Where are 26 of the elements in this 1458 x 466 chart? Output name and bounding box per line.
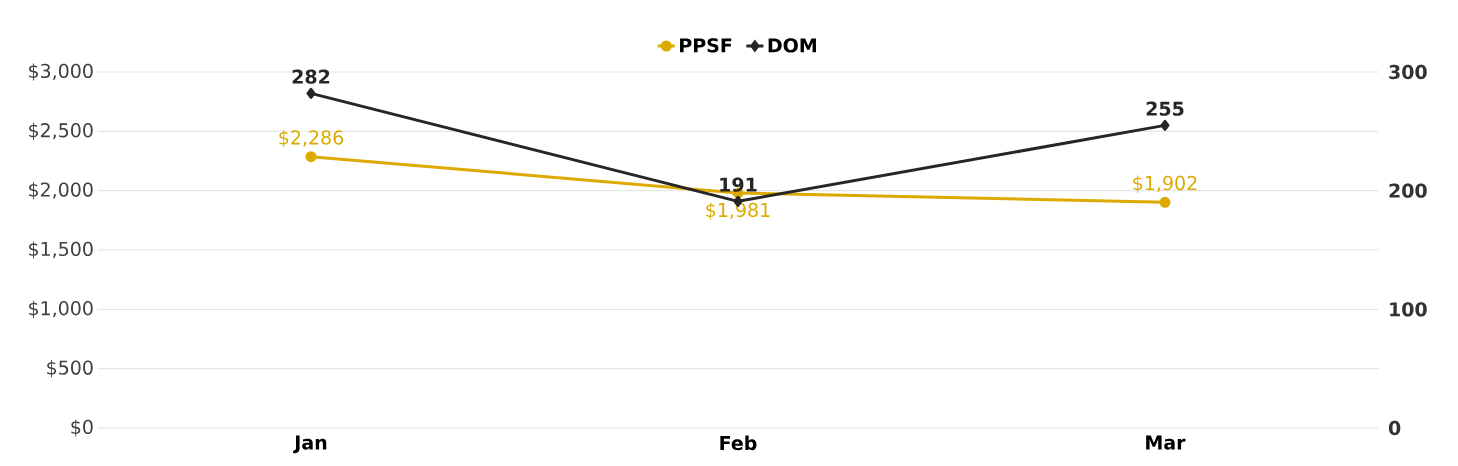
point: [305, 151, 317, 163]
data-label: 191: [720, 177, 757, 192]
y-tick-label: $2,500: [29, 122, 93, 140]
point: [306, 87, 316, 99]
y2-tick-label: 100: [1390, 302, 1427, 317]
data-label: $1,981: [706, 202, 770, 220]
legend-label: PPSF: [680, 38, 732, 53]
data-label: 282: [292, 69, 330, 84]
y-tick-label: $3,000: [29, 63, 93, 81]
x-tick-label: Mar: [1146, 435, 1186, 450]
legend-label: DOM: [768, 38, 816, 53]
y-tick-label: $1,000: [29, 300, 93, 318]
data-label: $2,286: [279, 129, 344, 148]
y-tick-label: $1,500: [29, 241, 93, 259]
data-label: 255: [1146, 101, 1184, 116]
data-label: $1,902: [1133, 175, 1197, 193]
point: [1159, 196, 1171, 208]
y-tick-label: $0: [71, 419, 93, 437]
point: [1160, 119, 1170, 131]
y2-tick-label: 0: [1388, 420, 1401, 436]
y2-tick-label: 200: [1389, 183, 1427, 198]
x-tick-label: Jan: [293, 435, 327, 454]
y-tick-label: $500: [47, 360, 93, 378]
y2-tick-label: 300: [1389, 64, 1427, 80]
x-tick-label: Feb: [720, 435, 757, 451]
y-tick-label: $2,000: [29, 182, 93, 200]
